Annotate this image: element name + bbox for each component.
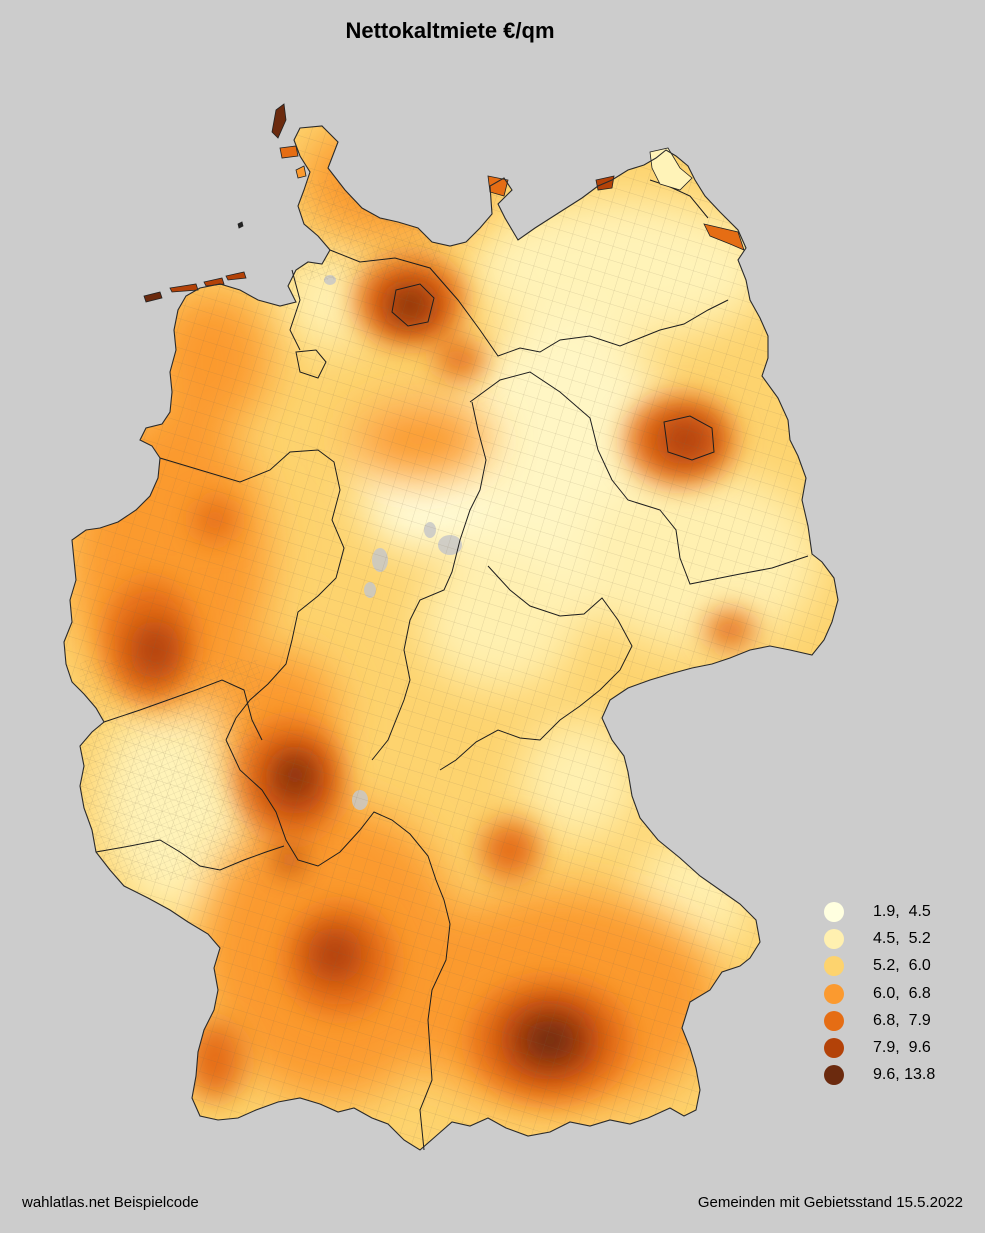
legend-label: 6.8, 7.9 [873,1011,931,1029]
legend-item: 4.5, 5.2 [824,925,935,952]
map-title: Nettokaltmiete €/qm [345,18,555,43]
legend-label: 9.6, 13.8 [873,1066,936,1084]
source-credit: wahlatlas.net Beispielcode [22,1194,199,1211]
legend-swatch [824,1065,844,1086]
data-status-note: Gemeinden mit Gebietsstand 15.5.2022 [697,1194,963,1211]
legend-label: 4.5, 5.2 [873,929,931,947]
legend-swatch [824,1010,844,1031]
legend-label: 5.2, 6.0 [873,957,931,975]
state-borders [95,179,809,1151]
legend-item: 6.0, 6.8 [824,980,935,1007]
legend-swatch [824,956,844,977]
legend-item: 1.9, 4.5 [824,898,935,925]
city-state-outlines [295,283,715,461]
map-legend: 1.9, 4.5 4.5, 5.2 5.2, 6.0 6.0, 6.8 6.8,… [824,898,935,1089]
legend-item: 6.8, 7.9 [824,1007,935,1034]
legend-swatch [824,983,844,1004]
legend-label: 7.9, 9.6 [873,1039,931,1057]
legend-swatch [824,928,844,949]
islands [143,103,745,303]
legend-swatch [824,901,844,922]
legend-item: 7.9, 9.6 [824,1034,935,1061]
legend-item: 5.2, 6.0 [824,953,935,980]
legend-label: 6.0, 6.8 [873,984,931,1002]
legend-swatch [824,1038,844,1059]
legend-item: 9.6, 13.8 [824,1062,935,1089]
legend-label: 1.9, 4.5 [873,902,931,920]
